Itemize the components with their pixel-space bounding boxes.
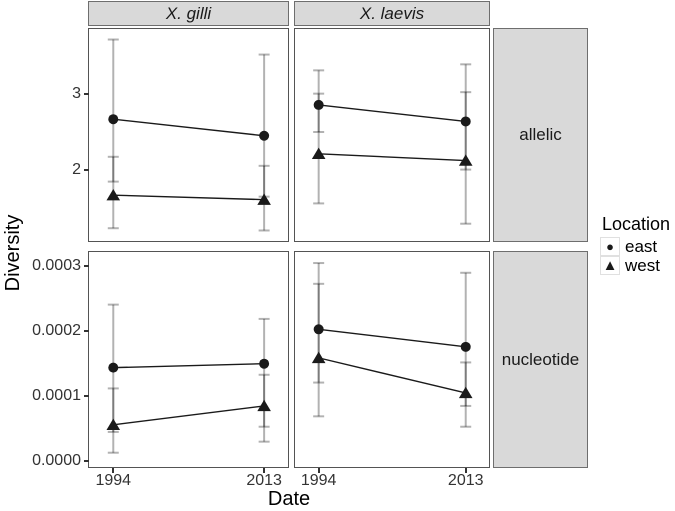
panel-x-gilli-allelic — [88, 28, 289, 242]
triangle-marker-west — [311, 351, 326, 364]
errorbars-east — [107, 38, 270, 198]
legend-label-east: east — [625, 236, 658, 256]
circle-marker-east — [313, 99, 324, 110]
legend-label-west: west — [625, 255, 660, 275]
y-tick-mark — [84, 168, 89, 171]
y-tick-mark — [84, 93, 89, 96]
legend-title: Location — [602, 214, 671, 234]
circle-marker-east — [313, 324, 324, 335]
y-tick-label: 0.0003 — [32, 256, 81, 274]
circle-marker-east — [460, 116, 471, 127]
facet-label-allelic: allelic — [519, 125, 562, 144]
y-tick-label: 0.0001 — [32, 386, 81, 404]
circle-marker-east — [108, 114, 119, 125]
y-tick-label: 0.0002 — [32, 321, 81, 339]
y-axis-title: Diversity — [2, 214, 24, 292]
legend: Location ● east ▲ west — [600, 214, 670, 275]
triangle-marker-west — [458, 386, 473, 399]
errorbars-west — [313, 91, 472, 225]
y-tick-mark — [84, 329, 89, 332]
facet-label-x-gilli: X. gilli — [165, 3, 212, 23]
line-east — [318, 328, 466, 348]
x-tick-mark — [317, 468, 320, 473]
legend-key-west: ▲ — [600, 256, 620, 275]
triangle-marker-west — [106, 188, 121, 201]
circle-marker-east — [108, 362, 119, 373]
triangle-marker-west — [311, 147, 326, 159]
y-tick-label: 0.0000 — [32, 451, 81, 469]
panel-x-gilli-nucleotide — [88, 251, 289, 468]
triangle-marker-west — [106, 418, 121, 430]
line-west — [318, 153, 466, 162]
x-tick-label: 1994 — [300, 472, 337, 489]
legend-item-west: ▲ west — [600, 256, 670, 275]
errorbars-east — [107, 303, 270, 433]
x-tick-mark — [112, 468, 115, 473]
y-tick-label: 3 — [72, 85, 81, 103]
x-tick-label: 2013 — [447, 472, 484, 489]
y-tick-label: 2 — [72, 160, 81, 178]
errorbars-west — [107, 373, 270, 454]
facet-strip-nucleotide: nucleotide — [493, 251, 588, 468]
circle-marker-east — [259, 358, 270, 369]
panel-x-laevis-allelic — [294, 28, 490, 242]
errorbars-west — [313, 282, 472, 428]
triangle-marker-icon: ▲ — [602, 257, 618, 274]
y-tick-mark — [84, 394, 89, 397]
errorbars-east — [313, 63, 472, 171]
facet-label-x-laevis: X. laevis — [359, 3, 425, 23]
panel-x-laevis-nucleotide — [294, 251, 490, 468]
triangle-marker-west — [458, 154, 473, 166]
circle-marker-east — [460, 341, 471, 352]
x-tick-label: 2013 — [246, 472, 282, 489]
legend-item-east: ● east — [600, 237, 670, 256]
triangle-marker-west — [257, 193, 271, 205]
errorbars-west — [107, 155, 270, 232]
facet-strip-allelic: allelic — [493, 28, 588, 242]
line-west — [113, 405, 265, 426]
x-tick-mark — [263, 468, 266, 473]
facet-strip-x-laevis: X. laevis — [294, 1, 490, 26]
errorbars-east — [313, 262, 472, 407]
y-tick-mark — [84, 459, 89, 462]
y-tick-mark — [84, 264, 89, 267]
line-west — [318, 357, 466, 394]
x-tick-label: 1994 — [95, 472, 132, 489]
line-east — [318, 104, 466, 123]
triangle-marker-west — [257, 399, 271, 412]
circle-marker-east — [259, 130, 270, 141]
facet-strip-x-gilli: X. gilli — [88, 1, 289, 26]
line-east — [113, 118, 265, 137]
line-west — [113, 194, 265, 201]
x-tick-mark — [464, 468, 467, 473]
facet-label-nucleotide: nucleotide — [501, 349, 580, 369]
circle-marker-icon: ● — [606, 239, 614, 254]
legend-key-east: ● — [600, 237, 620, 256]
line-east — [113, 363, 265, 369]
x-axis-title: Date — [267, 488, 311, 510]
